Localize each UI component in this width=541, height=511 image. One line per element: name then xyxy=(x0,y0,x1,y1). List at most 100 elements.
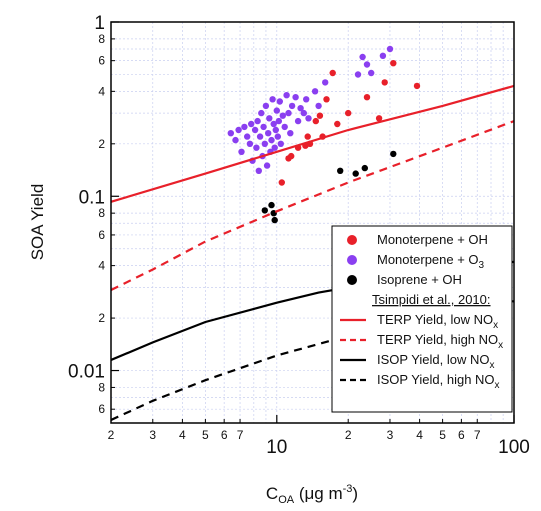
y-minor-tick-label: 4 xyxy=(98,259,105,273)
data-point xyxy=(254,117,261,125)
x-minor-tick-label: 5 xyxy=(439,428,446,442)
x-minor-tick-label: 6 xyxy=(458,428,465,442)
data-point xyxy=(272,126,279,134)
legend-label-subscript: x xyxy=(493,320,498,331)
data-point xyxy=(270,120,277,128)
x-tick-label: 100 xyxy=(498,437,530,458)
legend-marker xyxy=(347,255,357,265)
data-point xyxy=(238,148,245,155)
data-point xyxy=(359,53,366,61)
legend-header: Tsimpidi et al., 2010: xyxy=(372,292,491,307)
data-point xyxy=(283,92,290,99)
data-point xyxy=(235,126,242,134)
legend-label-subscript: x xyxy=(489,360,494,371)
y-minor-tick-label: 8 xyxy=(98,32,105,46)
y-minor-tick-label: 8 xyxy=(98,380,105,394)
legend-label-text: ISOP Yield, low NO xyxy=(377,352,489,367)
data-point xyxy=(279,112,286,119)
x-minor-tick-label: 4 xyxy=(416,428,423,442)
y-tick-label: 0.01 xyxy=(68,362,105,383)
x-axis-title-unit: (μg m xyxy=(294,484,343,503)
data-point xyxy=(262,102,270,110)
data-point xyxy=(255,167,262,174)
x-minor-tick-label: 7 xyxy=(474,428,481,442)
data-point xyxy=(297,105,304,112)
data-point xyxy=(390,150,397,158)
legend-marker xyxy=(347,235,357,245)
legend-label-text: TERP Yield, high NO xyxy=(377,332,498,347)
data-point xyxy=(256,133,264,140)
data-point xyxy=(261,207,268,214)
data-point xyxy=(354,71,362,78)
data-point xyxy=(375,115,383,122)
data-point xyxy=(261,140,268,147)
y-tick-label: 0.1 xyxy=(79,187,105,208)
data-point xyxy=(352,170,359,177)
legend-label-subscript: 3 xyxy=(479,260,485,271)
data-point xyxy=(248,120,255,128)
data-point xyxy=(263,162,271,169)
y-tick-label: 1 xyxy=(94,13,105,34)
data-point xyxy=(316,112,324,119)
data-point xyxy=(277,140,284,147)
data-point xyxy=(288,102,296,110)
x-tick-label: 10 xyxy=(266,437,287,458)
series-line xyxy=(111,120,514,291)
data-point xyxy=(303,96,310,103)
data-point xyxy=(253,144,260,151)
y-minor-tick-label: 4 xyxy=(98,84,105,98)
data-point xyxy=(386,45,394,53)
legend-label: Isoprene + OH xyxy=(377,272,462,287)
data-point xyxy=(292,94,299,101)
x-minor-tick-label: 6 xyxy=(221,428,228,442)
data-point xyxy=(273,107,280,114)
data-point xyxy=(311,88,319,95)
series-line xyxy=(111,84,514,203)
data-point xyxy=(227,130,234,137)
data-point xyxy=(312,117,319,125)
legend-label: TERP Yield, low NOx xyxy=(377,312,498,331)
y-minor-tick-label: 8 xyxy=(98,206,105,220)
x-axis-title-sub: OA xyxy=(278,494,295,506)
data-point xyxy=(281,123,288,131)
grid xyxy=(110,21,515,423)
legend-marker xyxy=(347,275,357,285)
legend-label: Monoterpene + O3 xyxy=(377,252,485,271)
x-axis-title-close: ) xyxy=(352,484,358,503)
x-minor-tick-label: 7 xyxy=(237,428,244,442)
data-point xyxy=(363,94,371,101)
data-point xyxy=(275,117,282,125)
data-point xyxy=(304,133,311,140)
x-minor-tick-label: 2 xyxy=(108,428,115,442)
data-point xyxy=(265,130,272,137)
legend-label-text: Isoprene + OH xyxy=(377,272,462,287)
data-point xyxy=(390,60,397,67)
legend-label-text: Monoterpene + OH xyxy=(377,232,488,247)
x-minor-tick-label: 4 xyxy=(179,428,186,442)
data-point xyxy=(246,140,254,147)
legend-label-text: TERP Yield, low NO xyxy=(377,312,493,327)
y-minor-tick-label: 2 xyxy=(98,137,105,151)
data-point xyxy=(271,216,278,224)
legend-label: ISOP Yield, low NOx xyxy=(377,352,494,371)
data-point xyxy=(300,109,307,117)
data-point xyxy=(287,130,294,137)
legend-label: ISOP Yield, high NOx xyxy=(377,372,500,391)
data-point xyxy=(241,123,248,131)
x-minor-tick-label: 3 xyxy=(387,428,394,442)
legend-label-text: ISOP Yield, high NO xyxy=(377,372,495,387)
data-point xyxy=(244,133,251,140)
data-point xyxy=(368,69,375,77)
y-minor-tick-label: 6 xyxy=(98,228,105,242)
data-point xyxy=(345,109,352,117)
data-point xyxy=(337,167,344,174)
data-point xyxy=(329,69,336,77)
data-point xyxy=(271,144,278,151)
data-point xyxy=(322,79,329,86)
data-point xyxy=(413,82,421,90)
x-minor-tick-label: 3 xyxy=(149,428,156,442)
legend: Monoterpene + OH Monoterpene + O3Isoprene… xyxy=(331,225,513,413)
data-point xyxy=(381,79,388,86)
data-point xyxy=(363,61,371,68)
